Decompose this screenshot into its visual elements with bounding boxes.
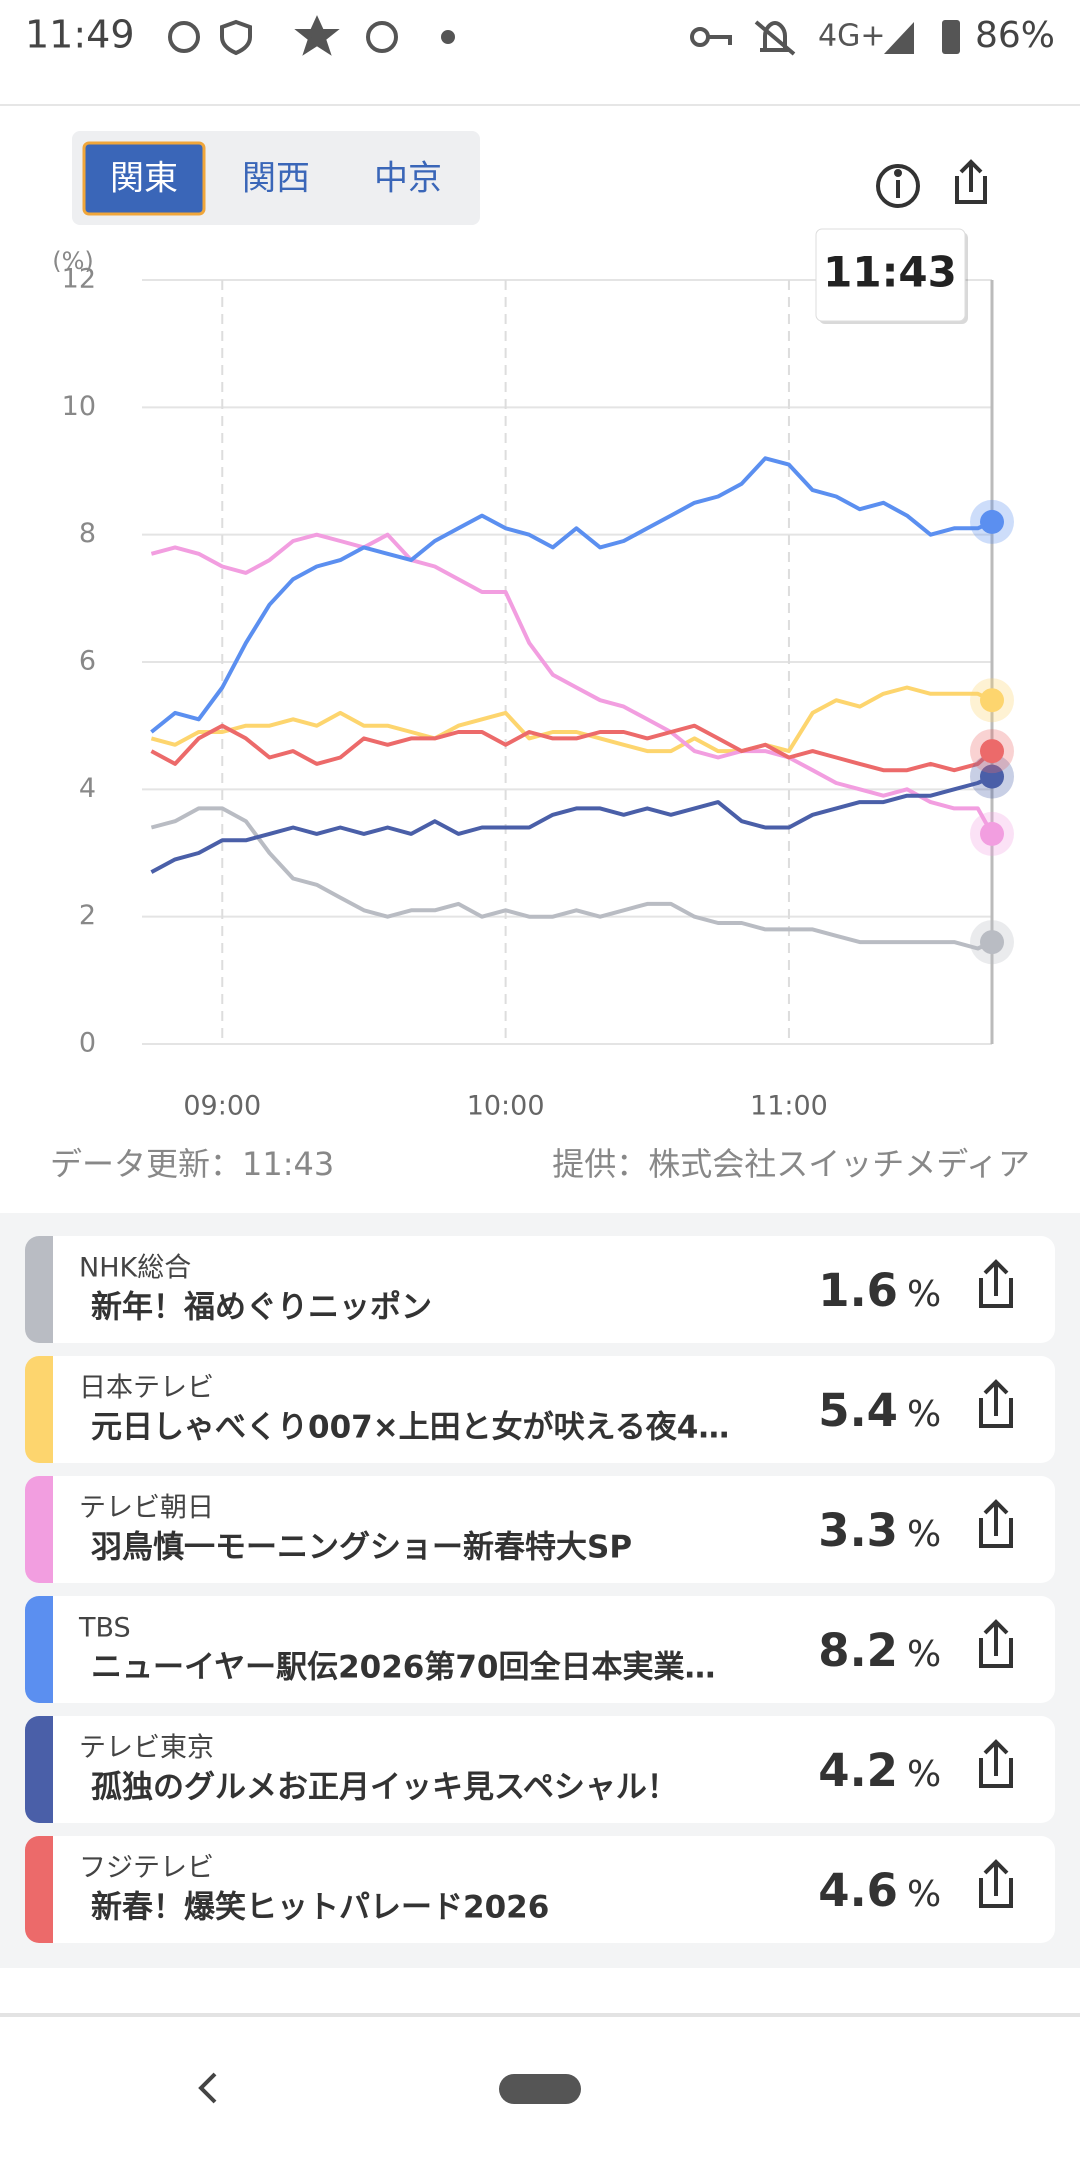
channel-color (25, 1716, 53, 1823)
end-dot (980, 764, 1004, 789)
signal-icon (884, 22, 914, 54)
rating-unit: % (907, 1634, 941, 1675)
share-icon[interactable] (979, 1619, 1013, 1668)
program-title: 孤独のグルメお正月イッキ見スペシャル！ (91, 1770, 678, 1806)
row-card (25, 1836, 1055, 1943)
tab[interactable]: 中京 (374, 159, 442, 199)
end-dot (980, 688, 1004, 713)
battery-icon (942, 20, 960, 54)
program-title: ニューイヤー駅伝2026第70回全日本実業… (91, 1650, 716, 1686)
rating: 1.6 (818, 1264, 898, 1317)
y-tick-label: 2 (79, 900, 96, 931)
series-line (150, 685, 993, 754)
channel-color (25, 1836, 53, 1943)
channel-color (25, 1356, 53, 1463)
y-tick-label: 10 (62, 391, 96, 422)
end-dot (980, 739, 1004, 764)
series-line (150, 723, 994, 773)
status-battery: 86% (975, 15, 1055, 56)
share-icon[interactable] (979, 1499, 1013, 1548)
rating-unit: % (907, 1394, 941, 1435)
rating-unit: % (907, 1874, 941, 1915)
end-dot (980, 509, 1004, 534)
rating: 8.2 (818, 1624, 898, 1677)
y-tick-label: 12 (62, 264, 96, 295)
channel-name: フジテレビ (79, 1853, 214, 1884)
rating: 4.6 (818, 1864, 898, 1917)
home-button[interactable] (499, 2074, 581, 2104)
status-network: 4G+ (818, 19, 885, 54)
tooltip (815, 228, 966, 322)
series-line (150, 774, 993, 874)
program-title: 元日しゃべくり007×上田と女が吠える夜4… (91, 1410, 729, 1446)
row-card (25, 1356, 1055, 1463)
x-tick-label: 10:00 (467, 1091, 545, 1122)
program-title: 新春！爆笑ヒットパレード2026 (91, 1890, 549, 1926)
chart-tools (876, 159, 987, 208)
channel-name: テレビ東京 (79, 1733, 214, 1764)
status-time: 11:49 (25, 13, 135, 57)
rating-unit: % (907, 1754, 941, 1795)
channel-name: 日本テレビ (79, 1373, 214, 1404)
series-line (150, 806, 993, 951)
rating: 4.2 (818, 1744, 898, 1797)
x-tick-label: 11:00 (750, 1091, 828, 1122)
rating-unit: % (907, 1274, 941, 1315)
row-card (25, 1236, 1055, 1343)
y-axis-label: (%) (52, 247, 94, 275)
channel-name: NHK総合 (79, 1253, 191, 1284)
channel-color (25, 1236, 53, 1343)
share-button[interactable] (955, 159, 987, 204)
y-tick-label: 0 (79, 1028, 96, 1059)
channel-name: TBS (78, 1613, 131, 1644)
info-button[interactable] (876, 164, 920, 208)
rating-unit: % (907, 1514, 941, 1555)
x-tick-label: 09:00 (183, 1091, 261, 1122)
program-row[interactable]: TBS ニューイヤー駅伝2026第70回全日本実業… 8.2% (25, 1596, 1055, 1703)
program-title: 羽鳥慎一モーニングショー新春特大SP (91, 1530, 632, 1566)
y-tick-label: 8 (79, 518, 96, 549)
tab-selected (82, 141, 206, 216)
channel-name: テレビ朝日 (79, 1493, 214, 1524)
end-dot (980, 930, 1004, 955)
share-icon[interactable] (979, 1259, 1013, 1308)
series-line (150, 456, 993, 734)
status-icons (168, 15, 796, 56)
tooltip-time: 11:43 (823, 248, 957, 297)
tab[interactable]: 関東 (110, 159, 178, 199)
series-line (150, 532, 994, 835)
provider: 提供：株式会社スイッチメディア (552, 1145, 1030, 1183)
channel-color (25, 1596, 53, 1703)
row-card (25, 1596, 1055, 1703)
y-tick-label: 4 (79, 773, 96, 804)
tabs: 関東 関西 中京 (82, 141, 442, 216)
share-icon[interactable] (979, 1379, 1013, 1428)
rating: 5.4 (818, 1384, 898, 1437)
back-button[interactable] (198, 2072, 217, 2104)
row-card (25, 1716, 1055, 1823)
chart: (%) 0 2 4 6 8 10 12 09:00 10:00 11:00 11:43 (52, 228, 1014, 1122)
end-dot (980, 821, 1004, 846)
y-tick-label: 6 (79, 646, 96, 677)
update-time: データ更新：11:43 (50, 1145, 334, 1183)
share-icon[interactable] (979, 1739, 1013, 1788)
row-card (25, 1476, 1055, 1583)
share-icon[interactable] (979, 1859, 1013, 1908)
rating: 3.3 (818, 1504, 898, 1557)
tab[interactable]: 関西 (242, 159, 310, 199)
program-title: 新年！福めぐりニッポン (91, 1290, 432, 1326)
channel-color (25, 1476, 53, 1583)
